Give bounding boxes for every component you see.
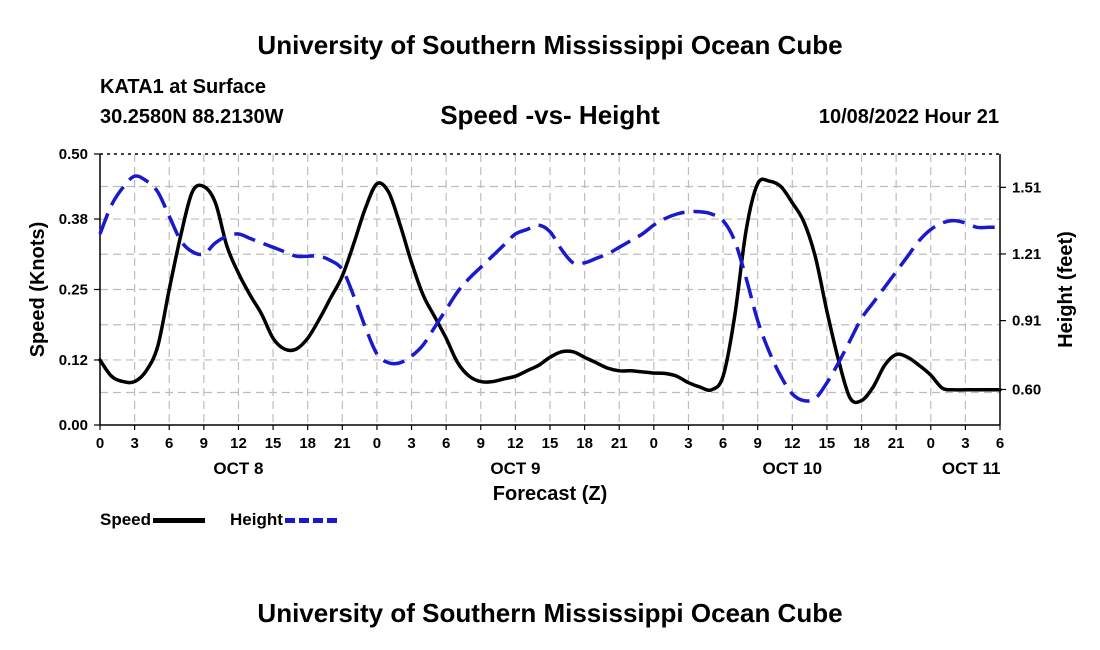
footer-title: University of Southern Mississippi Ocean… [257,598,843,628]
legend-height: Height [230,510,337,530]
legend-speed-swatch [153,518,206,524]
x-tick-label: 12 [507,435,524,452]
x-tick-label: 6 [719,435,727,452]
x-tick-label: 9 [200,435,208,452]
x-tick-label: 12 [230,435,247,452]
y-tick-label-right: 0.91 [1012,313,1041,330]
x-axis-title: Forecast (Z) [493,483,607,505]
y-tick-label-left: 0.50 [59,146,88,163]
x-tick-label: 21 [334,435,351,452]
x-tick-label: 15 [542,435,559,452]
series-line-speed [98,177,1002,405]
x-tick-label: 21 [611,435,628,452]
day-label: OCT 11 [942,459,1001,478]
chart-subtitle: Speed -vs- Height [440,100,660,130]
y-tick-label-right: 1.21 [1012,246,1041,263]
speed-height-chart: 0 3 6 9 12 15 18 21 0 3 6 9 12 15 18 21 0 3 6 9 12 15 18 21 0 3 6 O… [27,146,1077,505]
x-tick-label: 0 [96,435,104,452]
y-tick-label-left: 0.25 [59,282,88,299]
x-tick-label: 3 [130,435,138,452]
coordinates-label: 30.2580N 88.2130W [100,106,284,128]
x-tick-label: 18 [853,435,870,452]
x-tick-label: 21 [888,435,905,452]
x-tick-label: 0 [650,435,658,452]
x-tick-label: 18 [299,435,316,452]
day-label: OCT 10 [763,459,823,478]
y-tick-label-left: 0.38 [59,211,88,228]
x-tick-label: 6 [996,435,1004,452]
x-tick-label: 6 [165,435,173,452]
x-tick-label: 0 [927,435,935,452]
x-tick-label: 15 [819,435,836,452]
y-axis-title-left: Speed (Knots) [27,222,49,358]
x-tick-label: 3 [684,435,692,452]
station-label: KATA1 at Surface [100,76,266,98]
x-tick-label: 3 [961,435,969,452]
series-line-height [98,174,1000,403]
x-tick-label: 0 [373,435,381,452]
y-tick-label-left: 0.00 [59,417,88,434]
legend-speed: Speed [100,510,206,530]
x-tick-label: 15 [265,435,282,452]
forecast-datetime: 10/08/2022 Hour 21 [818,106,999,128]
day-label: OCT 8 [213,459,263,478]
page-title: University of Southern Mississippi Ocean… [257,30,843,60]
day-label: OCT 9 [490,459,540,478]
x-tick-label: 6 [442,435,450,452]
x-tick-label: 9 [477,435,485,452]
x-tick-label: 18 [576,435,593,452]
y-tick-label-right: 0.60 [1012,381,1041,398]
x-tick-label: 9 [754,435,762,452]
legend-height-swatch [284,518,337,524]
y-axis-title-right: Height (feet) [1055,231,1077,348]
x-tick-label: 12 [784,435,801,452]
legend-speed-label: Speed [100,510,152,529]
y-tick-label-left: 0.12 [59,352,88,369]
legend-height-label: Height [230,510,283,529]
x-tick-label: 3 [407,435,415,452]
y-tick-label-right: 1.51 [1012,179,1041,196]
